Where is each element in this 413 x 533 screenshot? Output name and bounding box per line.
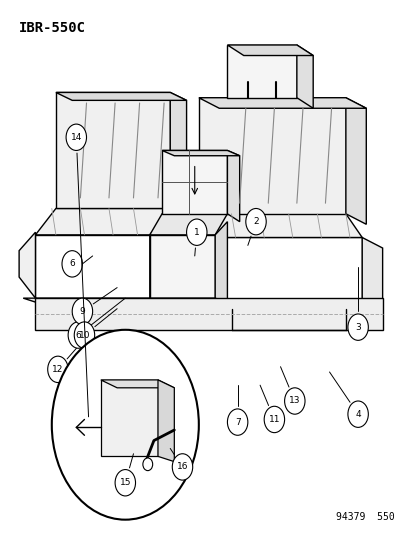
Polygon shape [227,45,313,55]
Text: 14: 14 [71,133,82,142]
Polygon shape [100,380,174,388]
Text: 12: 12 [52,365,64,374]
Text: 4: 4 [354,410,360,419]
Text: 2: 2 [253,217,258,226]
Text: 1: 1 [193,228,199,237]
Polygon shape [56,92,170,208]
Polygon shape [150,298,227,303]
Text: 94379  550: 94379 550 [335,512,394,522]
Polygon shape [296,45,313,108]
Circle shape [66,124,86,150]
Polygon shape [158,380,174,462]
Circle shape [347,314,368,341]
Circle shape [62,251,82,277]
Polygon shape [227,150,239,222]
Text: IBR-550C: IBR-550C [19,21,86,35]
Circle shape [263,406,284,433]
Circle shape [115,470,135,496]
Text: 13: 13 [288,397,300,406]
Polygon shape [198,98,366,108]
Text: 10: 10 [78,330,90,340]
Text: 7: 7 [234,417,240,426]
Polygon shape [161,150,227,214]
Circle shape [72,298,93,325]
Circle shape [142,458,152,471]
Text: 15: 15 [119,478,131,487]
Circle shape [74,322,95,348]
Polygon shape [19,232,36,298]
Circle shape [68,322,88,348]
Polygon shape [161,150,239,156]
Circle shape [227,409,247,435]
Circle shape [172,454,192,480]
Polygon shape [36,298,382,330]
Text: 6: 6 [75,330,81,340]
Circle shape [47,356,68,383]
Text: 8: 8 [106,360,112,369]
Polygon shape [36,208,170,235]
Polygon shape [150,214,227,235]
Text: 9: 9 [79,307,85,316]
Polygon shape [215,222,227,303]
Circle shape [172,403,192,430]
Polygon shape [36,298,166,303]
Text: 11: 11 [268,415,280,424]
Circle shape [347,401,368,427]
Circle shape [52,330,198,520]
Text: 3: 3 [354,322,360,332]
Polygon shape [227,45,296,98]
Text: 16: 16 [176,463,188,471]
Polygon shape [198,214,361,238]
Polygon shape [150,235,166,303]
Polygon shape [361,238,382,319]
Polygon shape [56,92,186,100]
Polygon shape [150,235,215,298]
Polygon shape [345,98,366,224]
Polygon shape [198,98,345,214]
Circle shape [186,219,206,245]
Polygon shape [100,380,158,456]
Text: 6: 6 [69,260,75,268]
Circle shape [284,388,304,414]
Circle shape [245,208,266,235]
Circle shape [99,351,119,377]
Polygon shape [23,298,52,303]
Polygon shape [170,92,186,216]
Text: 5: 5 [179,413,185,421]
